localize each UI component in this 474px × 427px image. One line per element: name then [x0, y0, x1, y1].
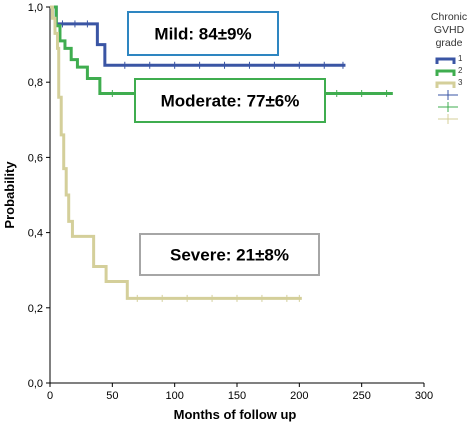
- legend-swatch-line: [435, 69, 456, 76]
- x-tick-label: 100: [165, 390, 183, 402]
- legend-entry-label: 3: [458, 78, 463, 87]
- annotation-label: Moderate: 77±6%: [161, 92, 300, 111]
- series-layer: [50, 5, 393, 302]
- series-3-curve: [50, 5, 302, 300]
- y-tick-label: 0,0: [28, 378, 43, 390]
- legend-entry-2: 2: [435, 66, 463, 76]
- legend-censor-3: [438, 114, 458, 124]
- legend-title-line: Chronic: [431, 11, 467, 23]
- legend-swatch-line: [435, 81, 456, 88]
- y-axis-title: Probability: [2, 161, 17, 229]
- annotation-box: [134, 78, 326, 123]
- y-tick-label: 1,0: [28, 2, 43, 14]
- x-tick-label: 0: [47, 390, 53, 402]
- annotation-box: [139, 233, 320, 276]
- annotation-2: Moderate: 77±6%: [134, 78, 326, 123]
- y-tick-label: 0,2: [28, 303, 43, 315]
- annotation-label: Severe: 21±8%: [170, 246, 289, 265]
- legend-censor-2: [438, 102, 458, 112]
- legend-entry-label: 2: [458, 66, 463, 75]
- legend-title-line: grade: [436, 37, 463, 49]
- y-tick-label: 0,4: [28, 228, 43, 240]
- legend-title-line: GVHD: [434, 24, 465, 36]
- y-tick-label: 0,6: [28, 152, 43, 164]
- x-tick-label: 300: [415, 390, 433, 402]
- legend-swatch-line: [435, 57, 456, 64]
- x-tick-label: 150: [228, 390, 246, 402]
- axes: 0 50 100 150 200 250 300 0,0 0,2 0,4 0,6 0,8 1,0 Mont…: [2, 2, 433, 422]
- legend-entry-1: 1: [435, 54, 463, 64]
- x-axis-title: Months of follow up: [174, 407, 297, 422]
- annotation-3: Severe: 21±8%: [139, 233, 320, 276]
- annotation-layer: Mild: 84±9% Moderate: 77±6% Severe: 21±8%: [127, 11, 326, 276]
- legend-entry-3: 3: [435, 78, 463, 88]
- x-tick-label: 250: [352, 390, 370, 402]
- y-tick-label: 0,8: [28, 77, 43, 89]
- series-3: [50, 5, 302, 302]
- annotation-label: Mild: 84±9%: [154, 25, 251, 44]
- legend-censor-1: [438, 90, 458, 100]
- x-tick-label: 50: [106, 390, 118, 402]
- series-2-curve: [50, 5, 393, 95]
- annotation-box: [127, 11, 279, 56]
- legend-entry-label: 1: [458, 54, 463, 63]
- x-tick-label: 200: [290, 390, 308, 402]
- annotation-1: Mild: 84±9%: [127, 11, 279, 56]
